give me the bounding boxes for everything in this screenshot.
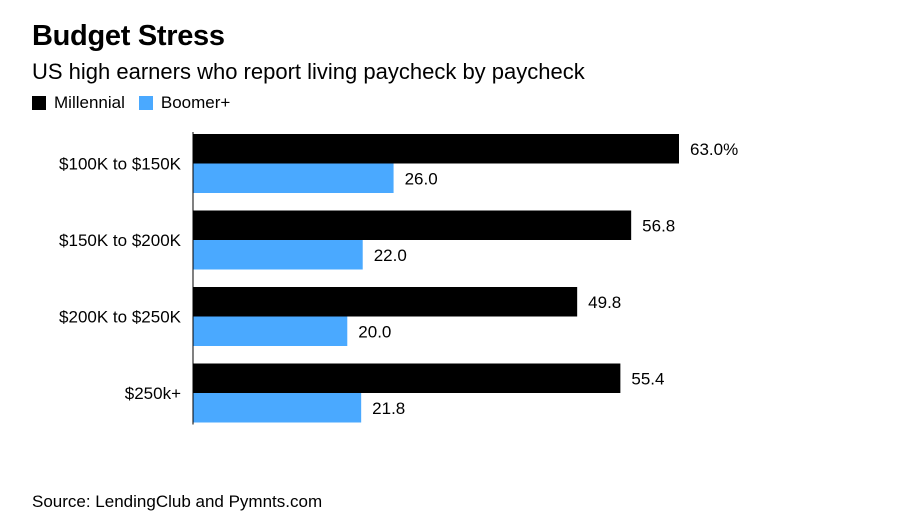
legend-item-boomer: Boomer+ bbox=[138, 93, 231, 113]
data-label-boomer-100k-to-150k: 26.0 bbox=[405, 169, 438, 188]
data-label-boomer-250k: 21.8 bbox=[372, 399, 405, 418]
bar-millennial-250k bbox=[193, 363, 621, 393]
category-label-150k-to-200k: $150K to $200K bbox=[59, 231, 182, 250]
legend-label-boomer: Boomer+ bbox=[160, 93, 231, 112]
data-label-millennial-150k-to-200k: 56.8 bbox=[642, 216, 675, 235]
legend: Millennial Boomer+ bbox=[32, 93, 244, 113]
bar-millennial-150k-to-200k bbox=[193, 210, 632, 240]
bar-millennial-100k-to-150k bbox=[193, 134, 679, 164]
data-label-boomer-200k-to-250k: 20.0 bbox=[358, 322, 391, 341]
legend-swatch-millennial bbox=[32, 96, 46, 110]
bar-millennial-200k-to-250k bbox=[193, 287, 578, 317]
category-label-100k-to-150k: $100K to $150K bbox=[59, 155, 182, 174]
category-label-200k-to-250k: $200K to $250K bbox=[59, 308, 182, 327]
bar-boomer-250k bbox=[193, 393, 362, 423]
data-label-boomer-150k-to-200k: 22.0 bbox=[374, 246, 407, 265]
chart-subtitle: US high earners who report living payche… bbox=[32, 59, 585, 84]
data-label-millennial-250k: 55.4 bbox=[631, 369, 664, 388]
source-note: Source: LendingClub and Pymnts.com bbox=[32, 492, 323, 511]
bar-boomer-200k-to-250k bbox=[193, 316, 348, 346]
bar-boomer-150k-to-200k bbox=[193, 240, 363, 270]
category-label-250k: $250k+ bbox=[125, 384, 181, 403]
bar-boomer-100k-to-150k bbox=[193, 163, 394, 193]
legend-item-millennial: Millennial bbox=[32, 93, 125, 113]
data-label-millennial-100k-to-150k: 63.0% bbox=[690, 140, 738, 159]
data-label-millennial-200k-to-250k: 49.8 bbox=[588, 293, 621, 312]
legend-label-millennial: Millennial bbox=[54, 93, 125, 112]
chart-title: Budget Stress bbox=[32, 20, 225, 52]
legend-swatch-boomer bbox=[138, 96, 153, 110]
